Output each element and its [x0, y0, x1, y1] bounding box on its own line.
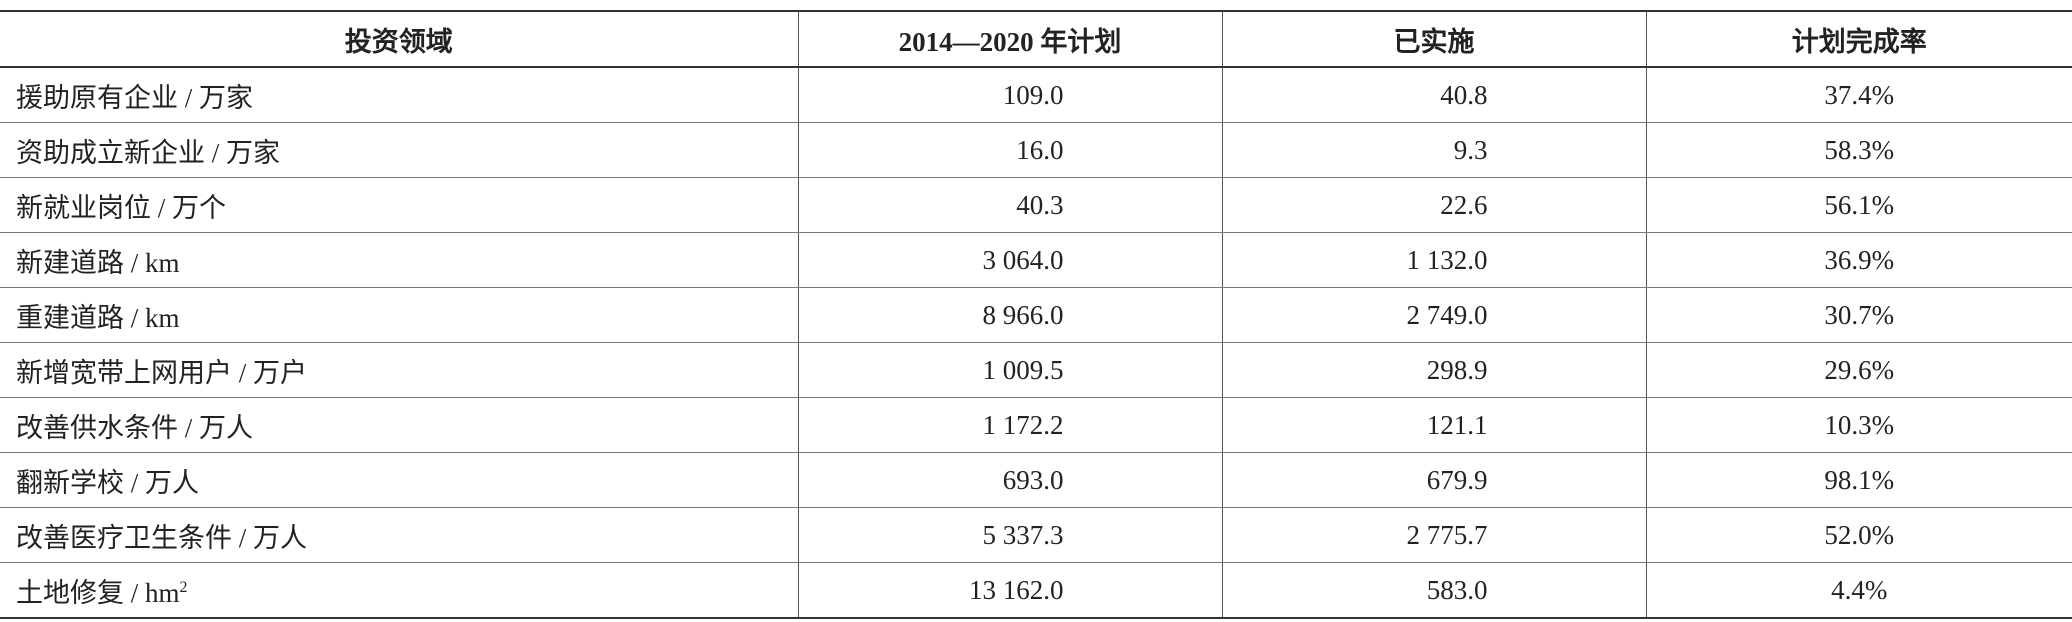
row-label-text: 翻新学校 / 万人	[16, 467, 200, 498]
header-cell: 投资领域	[0, 11, 799, 68]
number-cell: 40.3	[797, 177, 1223, 233]
row-label: 翻新学校 / 万人	[0, 452, 799, 508]
table-row: 资助成立新企业 / 万家 16.0 9.3 58.3%	[0, 122, 2072, 178]
rate-cell: 29.6%	[1645, 342, 2072, 398]
number-cell: 679.9	[1221, 452, 1647, 508]
rate-cell: 36.9%	[1645, 232, 2072, 288]
row-label: 新增宽带上网用户 / 万户	[0, 342, 799, 398]
row-label-text: 新就业岗位 / 万个	[16, 192, 227, 223]
number-cell: 2 775.7	[1221, 507, 1647, 563]
table-body: 援助原有企业 / 万家 109.0 40.8 37.4% 资助成立新企业 / 万家 16.…	[0, 67, 2072, 618]
number-cell: 13 162.0	[797, 562, 1223, 618]
row-label-text: 改善医疗卫生条件 / 万人	[16, 522, 308, 553]
number-cell: 9.3	[1221, 122, 1647, 178]
table-row: 重建道路 / km 8 966.0 2 749.0 30.7%	[0, 287, 2072, 343]
row-label: 新就业岗位 / 万个	[0, 177, 799, 233]
superscript: 2	[179, 578, 188, 596]
row-label: 援助原有企业 / 万家	[0, 67, 799, 123]
number-cell: 693.0	[797, 452, 1223, 508]
row-label-text: 资助成立新企业 / 万家	[16, 137, 281, 168]
rate-cell: 10.3%	[1645, 397, 2072, 453]
number-cell: 2 749.0	[1221, 287, 1647, 343]
row-label-text: 新增宽带上网用户 / 万户	[16, 357, 308, 388]
rate-cell: 37.4%	[1645, 67, 2072, 123]
number-cell: 5 337.3	[797, 507, 1223, 563]
number-cell: 1 009.5	[797, 342, 1223, 398]
row-label-text: 援助原有企业 / 万家	[16, 82, 254, 113]
number-cell: 40.8	[1221, 67, 1647, 123]
row-label-text: 改善供水条件 / 万人	[16, 412, 254, 443]
number-cell: 109.0	[797, 67, 1223, 123]
header-cell: 已实施	[1221, 11, 1647, 68]
number-cell: 22.6	[1221, 177, 1647, 233]
header-row: 投资领域 2014—2020 年计划 已实施 计划完成率	[0, 11, 2072, 68]
number-cell: 8 966.0	[797, 287, 1223, 343]
table-row: 新增宽带上网用户 / 万户 1 009.5 298.9 29.6%	[0, 342, 2072, 398]
number-cell: 16.0	[797, 122, 1223, 178]
row-label-text: 土地修复 / hm	[16, 577, 180, 608]
row-label: 资助成立新企业 / 万家	[0, 122, 799, 178]
rate-cell: 4.4%	[1645, 562, 2072, 618]
header-cell: 2014—2020 年计划	[797, 11, 1223, 68]
row-label-text: 新建道路 / km	[16, 247, 180, 278]
table-row: 翻新学校 / 万人 693.0 679.9 98.1%	[0, 452, 2072, 508]
table-row: 改善医疗卫生条件 / 万人 5 337.3 2 775.7 52.0%	[0, 507, 2072, 563]
table-row: 土地修复 / hm2 13 162.0 583.0 4.4%	[0, 562, 2072, 618]
row-label: 改善医疗卫生条件 / 万人	[0, 507, 799, 563]
row-label: 重建道路 / km	[0, 287, 799, 343]
rate-cell: 58.3%	[1645, 122, 2072, 178]
table-row: 援助原有企业 / 万家 109.0 40.8 37.4%	[0, 67, 2072, 123]
row-label: 改善供水条件 / 万人	[0, 397, 799, 453]
rate-cell: 56.1%	[1645, 177, 2072, 233]
number-cell: 121.1	[1221, 397, 1647, 453]
row-label: 新建道路 / km	[0, 232, 799, 288]
rate-cell: 52.0%	[1645, 507, 2072, 563]
table-row: 新建道路 / km 3 064.0 1 132.0 36.9%	[0, 232, 2072, 288]
table-row: 改善供水条件 / 万人 1 172.2 121.1 10.3%	[0, 397, 2072, 453]
number-cell: 1 132.0	[1221, 232, 1647, 288]
number-cell: 3 064.0	[797, 232, 1223, 288]
row-label: 土地修复 / hm2	[0, 562, 799, 618]
header-cell: 计划完成率	[1645, 11, 2072, 68]
number-cell: 1 172.2	[797, 397, 1223, 453]
rate-cell: 30.7%	[1645, 287, 2072, 343]
number-cell: 298.9	[1221, 342, 1647, 398]
table-row: 新就业岗位 / 万个 40.3 22.6 56.1%	[0, 177, 2072, 233]
rate-cell: 98.1%	[1645, 452, 2072, 508]
data-table: 投资领域 2014—2020 年计划 已实施 计划完成率 援助原有企业 / 万家 109…	[0, 10, 2072, 619]
row-label-text: 重建道路 / km	[16, 302, 180, 333]
number-cell: 583.0	[1221, 562, 1647, 618]
